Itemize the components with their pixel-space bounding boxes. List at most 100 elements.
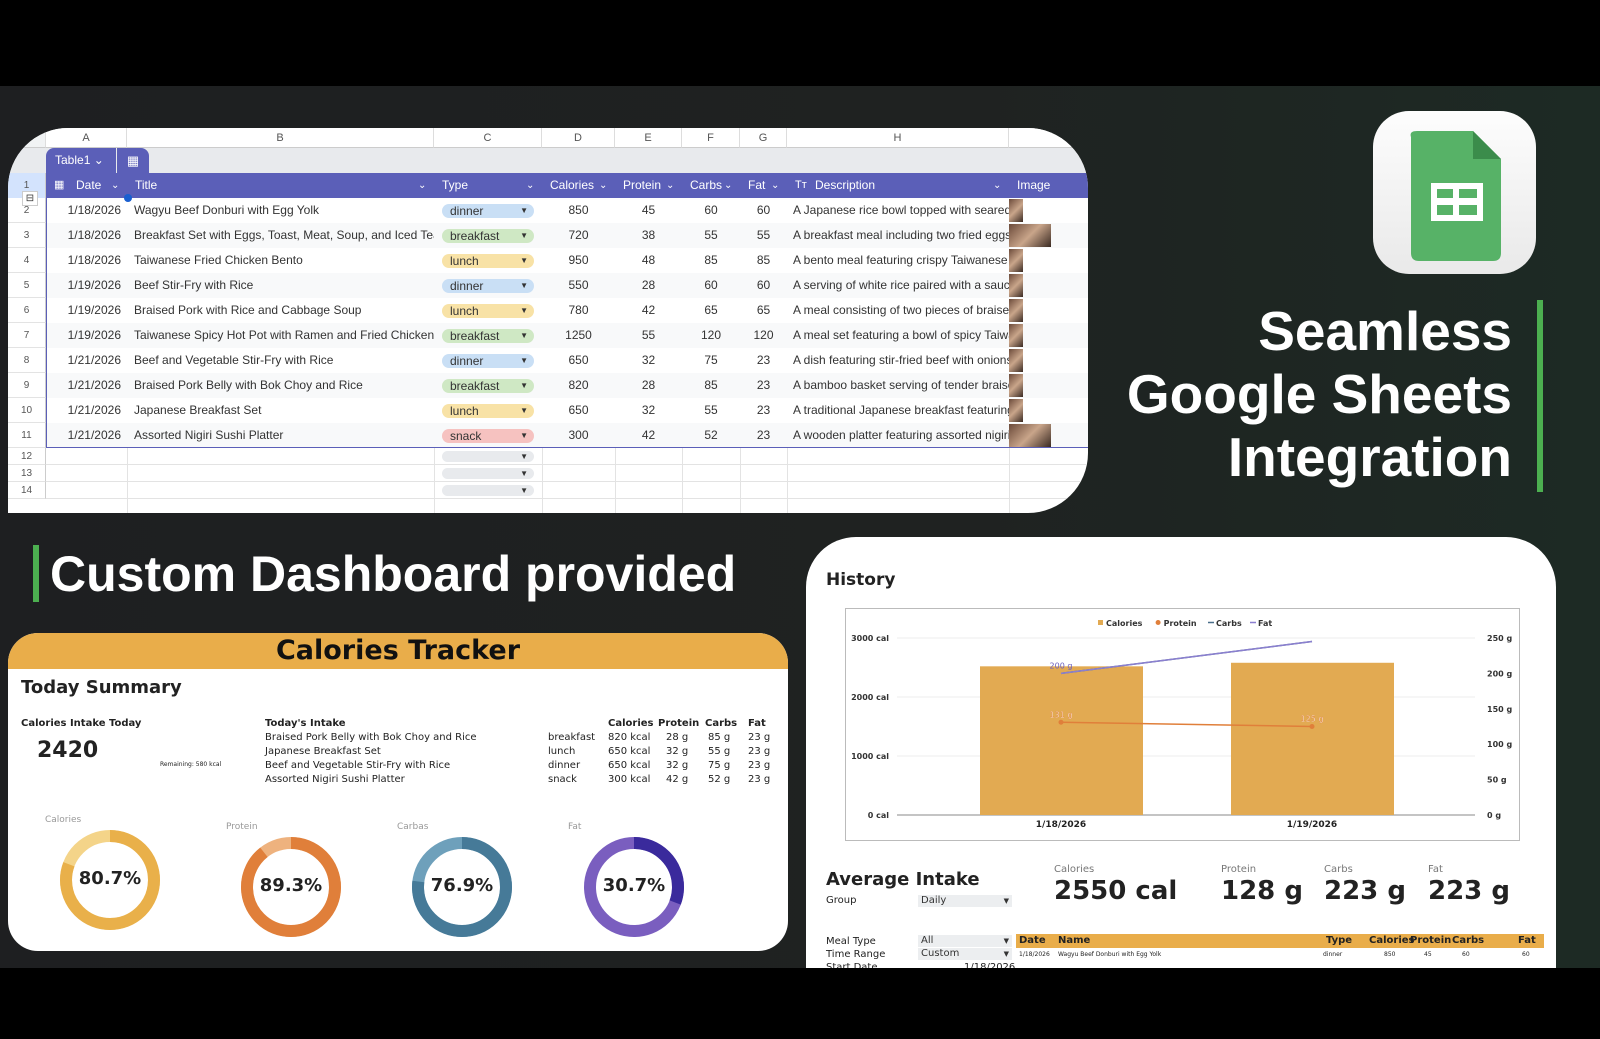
cell-description[interactable]: A wooden platter featuring assorted nigi… (793, 428, 1009, 442)
cell-title[interactable]: Wagyu Beef Donburi with Egg Yolk (134, 203, 319, 217)
column-title-calories[interactable]: Calories (550, 178, 595, 192)
cell-date[interactable]: 1/19/2026 (67, 303, 121, 317)
food-image-thumbnail[interactable] (1009, 199, 1023, 222)
type-dropdown[interactable]: lunch ▼ (442, 304, 534, 318)
cell-title[interactable]: Beef and Vegetable Stir-Fry with Rice (134, 353, 334, 367)
type-dropdown[interactable]: breakfast ▼ (442, 329, 534, 343)
cell-protein[interactable]: 38 (641, 228, 656, 242)
type-dropdown[interactable]: breakfast ▼ (442, 229, 534, 243)
cell-carbs[interactable]: 55 (704, 228, 718, 242)
cell-fat[interactable]: 120 (753, 328, 774, 342)
column-header-h[interactable]: H (787, 128, 1009, 148)
selection-handle[interactable] (124, 194, 132, 202)
cell-carbs[interactable]: 65 (704, 303, 718, 317)
cell-title[interactable]: Assorted Nigiri Sushi Platter (134, 428, 284, 442)
type-dropdown[interactable]: snack ▼ (442, 429, 534, 443)
row-header[interactable]: 9 (8, 373, 46, 398)
cell-calories[interactable]: 820 (568, 378, 589, 392)
column-header-b[interactable]: B (127, 128, 434, 148)
cell-fat[interactable]: 23 (756, 353, 771, 367)
type-dropdown[interactable]: dinner ▼ (442, 204, 534, 218)
type-dropdown[interactable]: dinner ▼ (442, 279, 534, 293)
cell-description[interactable]: A bento meal featuring crispy Taiwanese … (793, 253, 1009, 267)
food-image-thumbnail[interactable] (1009, 249, 1023, 272)
cell-title[interactable]: Braised Pork Belly with Bok Choy and Ric… (134, 378, 363, 392)
row-header[interactable]: 5 (8, 273, 46, 298)
row-header[interactable]: 4 (8, 248, 46, 273)
column-title-type[interactable]: Type (442, 178, 469, 192)
food-image-thumbnail[interactable] (1009, 224, 1051, 247)
table-calculator-icon[interactable]: ▦ (117, 148, 149, 173)
column-title-fat[interactable]: Fat (g (748, 178, 769, 192)
row-header[interactable]: 2 (8, 198, 46, 223)
row-header[interactable]: 3 (8, 223, 46, 248)
cell-description[interactable]: A dish featuring stir-fried beef with on… (793, 353, 1009, 367)
cell-protein[interactable]: 32 (641, 403, 656, 417)
column-header-f[interactable]: F (682, 128, 740, 148)
chevron-down-icon[interactable]: ⌄ (771, 180, 780, 191)
cell-description[interactable]: A Japanese rice bowl topped with seared … (793, 203, 1009, 217)
chevron-down-icon[interactable]: ⌄ (111, 180, 120, 191)
food-image-thumbnail[interactable] (1009, 299, 1023, 322)
cell-protein[interactable]: 28 (641, 378, 656, 392)
cell-title[interactable]: Breakfast Set with Eggs, Toast, Meat, So… (134, 228, 434, 242)
column-title-date[interactable]: Date (76, 178, 102, 192)
cell-date[interactable]: 1/19/2026 (67, 278, 121, 292)
cell-fat[interactable]: 23 (756, 428, 771, 442)
chevron-down-icon[interactable]: ⌄ (418, 180, 427, 191)
column-header-c[interactable]: C (434, 128, 542, 148)
chevron-down-icon[interactable]: ⌄ (724, 180, 733, 191)
cell-date[interactable]: 1/21/2026 (67, 428, 121, 442)
cell-date[interactable]: 1/18/2026 (67, 203, 121, 217)
cell-fat[interactable]: 65 (756, 303, 771, 317)
cell-protein[interactable]: 42 (641, 428, 656, 442)
meal-type-select[interactable]: All ▼ (918, 935, 1012, 947)
cell-fat[interactable]: 23 (756, 403, 771, 417)
column-header-a[interactable]: A (46, 128, 127, 148)
cell-calories[interactable]: 550 (568, 278, 589, 292)
cell-carbs[interactable]: 60 (704, 203, 718, 217)
row-header[interactable]: 8 (8, 348, 46, 373)
start-date-value[interactable]: 1/18/2026 (964, 962, 1015, 973)
cell-title[interactable]: Taiwanese Spicy Hot Pot with Ramen and F… (134, 328, 434, 342)
cell-description[interactable]: A meal consisting of two pieces of brais… (793, 303, 1009, 317)
cell-protein[interactable]: 32 (641, 353, 656, 367)
food-image-thumbnail[interactable] (1009, 374, 1023, 397)
cell-calories[interactable]: 720 (568, 228, 589, 242)
column-title-image[interactable]: Image (1017, 178, 1051, 192)
time-range-select[interactable]: Custom ▼ (918, 948, 1012, 960)
column-header-i[interactable] (1009, 128, 1088, 148)
cell-carbs[interactable]: 85 (704, 253, 718, 267)
row-header[interactable]: 6 (8, 298, 46, 323)
column-title-title[interactable]: Title (135, 178, 158, 192)
cell-description[interactable]: A breakfast meal including two fried egg… (793, 228, 1009, 242)
type-dropdown[interactable]: lunch ▼ (442, 254, 534, 268)
cell-protein[interactable]: 55 (641, 328, 656, 342)
column-title-description[interactable]: Description (815, 178, 876, 192)
row-header[interactable]: 10 (8, 398, 46, 423)
type-dropdown[interactable]: breakfast ▼ (442, 379, 534, 393)
type-dropdown[interactable]: dinner ▼ (442, 354, 534, 368)
row-header[interactable]: 12 (8, 448, 46, 465)
cell-protein[interactable]: 28 (641, 278, 656, 292)
group-select[interactable]: Daily ▼ (918, 895, 1012, 907)
food-image-thumbnail[interactable] (1009, 424, 1051, 447)
cell-date[interactable]: 1/21/2026 (67, 353, 121, 367)
cell-calories[interactable]: 1250 (565, 328, 592, 342)
cell-date[interactable]: 1/21/2026 (67, 403, 121, 417)
column-header-g[interactable]: G (740, 128, 787, 148)
cell-description[interactable]: A serving of white rice paired with a sa… (793, 278, 1009, 292)
cell-date[interactable]: 1/18/2026 (67, 228, 121, 242)
food-image-thumbnail[interactable] (1009, 349, 1023, 372)
row-header[interactable]: 7 (8, 323, 46, 348)
row-header[interactable]: 11 (8, 423, 46, 448)
insert-row-icon[interactable]: ⊟ (22, 191, 38, 206)
table-name-tab[interactable]: Table1 ⌄ (46, 148, 116, 173)
cell-carbs[interactable]: 60 (704, 278, 718, 292)
cell-date[interactable]: 1/19/2026 (67, 328, 121, 342)
row-header[interactable]: 14 (8, 482, 46, 499)
chevron-down-icon[interactable]: ⌄ (993, 180, 1002, 191)
cell-date[interactable]: 1/21/2026 (67, 378, 121, 392)
cell-calories[interactable]: 300 (568, 428, 589, 442)
food-image-thumbnail[interactable] (1009, 274, 1023, 297)
